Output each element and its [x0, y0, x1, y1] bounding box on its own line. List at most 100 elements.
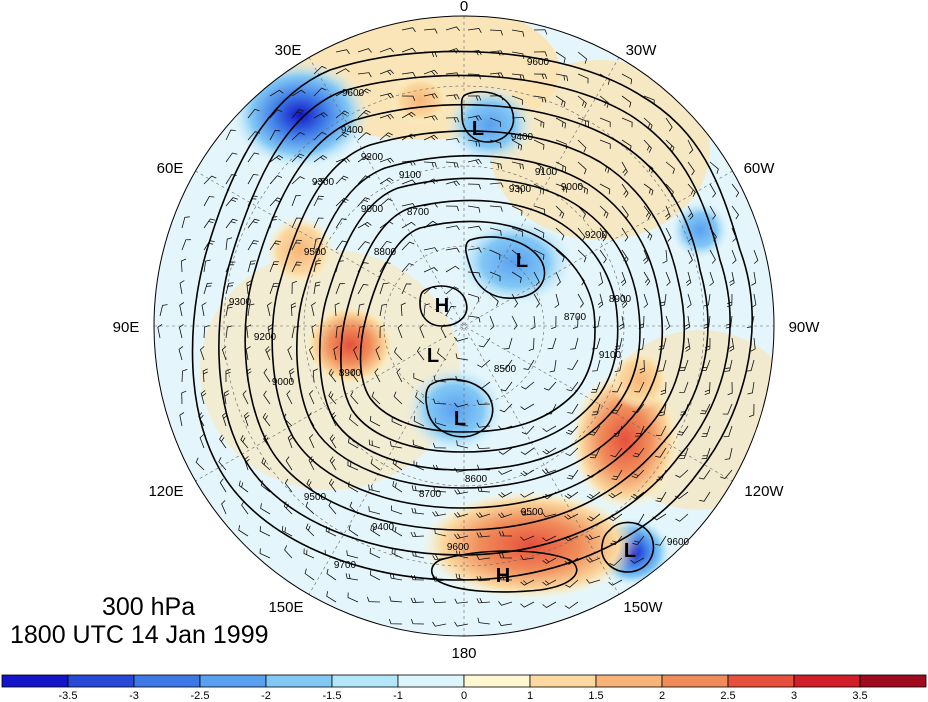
wind-barb [247, 303, 255, 317]
wind-barb [747, 381, 755, 395]
wind-barb [334, 302, 340, 317]
wind-barb [655, 447, 667, 458]
wind-barb [621, 139, 632, 152]
wind-barb [291, 239, 302, 251]
wind-barb [401, 95, 416, 101]
wind-barb [201, 302, 207, 317]
lon-label-90w: 90W [789, 319, 821, 336]
wind-barb [555, 161, 567, 173]
height-contours [191, 50, 753, 593]
lon-label-150w: 150W [623, 599, 663, 616]
wind-barb [369, 569, 381, 581]
wind-barb [533, 51, 548, 57]
wind-barb [655, 425, 667, 437]
wind-barb [313, 65, 327, 75]
wind-barb [346, 550, 359, 559]
wind-barb [445, 305, 457, 317]
wind-barb [577, 73, 589, 84]
wind-barb [621, 95, 632, 108]
wind-barb [245, 346, 251, 361]
wind-barb [401, 263, 414, 273]
wind-barb [476, 597, 491, 604]
wind-barb [291, 153, 305, 163]
wind-barb [511, 95, 523, 105]
wind-barb [586, 491, 601, 500]
wind-barb [335, 68, 350, 75]
low-center-label: L [624, 540, 636, 562]
contour-label: 8700 [564, 312, 587, 323]
wind-barb [181, 239, 191, 251]
wind-barb [392, 525, 403, 537]
wind-barb [599, 183, 611, 195]
wind-barb [259, 526, 271, 537]
wind-barb [238, 525, 249, 537]
lon-label-60w: 60W [744, 160, 776, 177]
wind-barb [608, 579, 623, 586]
wind-barb [542, 557, 557, 565]
wind-barb [676, 425, 689, 436]
wind-barb [478, 337, 491, 348]
wind-barb [353, 346, 359, 361]
wind-barb [396, 368, 403, 383]
wind-barb [489, 249, 501, 260]
colorbar-swatch [727, 674, 795, 688]
wind-barb [533, 29, 548, 35]
wind-barb [289, 368, 295, 383]
wind-barb [269, 155, 284, 163]
wind-barb [476, 512, 491, 518]
colorbar: -3.5 -3 -2.5 -2 -1.5 -1 0 1 1.5 2 2.5 3 3.5 [1, 674, 927, 702]
wind-barb [368, 484, 381, 493]
wind-barb [555, 95, 566, 108]
lon-label-120w: 120W [744, 483, 784, 500]
wind-barb [455, 375, 469, 383]
wind-barb [555, 205, 565, 219]
wind-barb [225, 303, 234, 317]
wind-barb [665, 227, 672, 242]
wind-barb [306, 478, 315, 493]
wind-barb [242, 390, 249, 405]
wind-barb [665, 117, 673, 132]
wind-barb [411, 507, 425, 515]
contour-label: 8900 [339, 368, 362, 379]
wind-barb [665, 205, 671, 220]
wind-barb [291, 261, 302, 273]
wind-barb [393, 347, 403, 361]
wind-barb [423, 161, 437, 168]
wind-barb [533, 73, 548, 80]
wind-barb [639, 359, 645, 374]
wind-barb [203, 282, 213, 295]
wind-barb [433, 486, 447, 493]
wind-barb [225, 325, 233, 339]
wind-barb [498, 621, 513, 627]
colorbar-tick-label: 0 [461, 690, 467, 702]
wind-barb [454, 533, 469, 539]
contour-label: 8700 [419, 489, 442, 500]
wind-barb [357, 132, 371, 141]
wind-barb [393, 391, 403, 405]
wind-barb [499, 403, 513, 413]
wind-barb [423, 247, 438, 253]
wind-barb [498, 469, 513, 475]
contour-label: 9100 [399, 170, 422, 181]
wind-barb [577, 183, 589, 195]
wind-barb [413, 372, 425, 383]
wind-barb [225, 237, 233, 251]
wind-barb [665, 271, 671, 286]
wind-barb [612, 381, 623, 393]
wind-barb [632, 447, 645, 458]
wind-barb [379, 303, 388, 317]
wind-barb [658, 359, 667, 372]
colorbar-swatch [463, 674, 531, 688]
wind-barb [313, 131, 327, 141]
wind-barb [611, 469, 623, 480]
wind-barb [655, 491, 667, 502]
wind-barb [335, 325, 343, 339]
wind-barb [599, 205, 609, 219]
wind-barb [411, 485, 425, 493]
colorbar-swatch [529, 674, 597, 688]
wind-barb [454, 598, 469, 604]
contour-label: 9200 [361, 152, 384, 163]
wind-barb [287, 434, 294, 449]
wind-barb [467, 139, 481, 147]
wind-barb [199, 434, 205, 449]
